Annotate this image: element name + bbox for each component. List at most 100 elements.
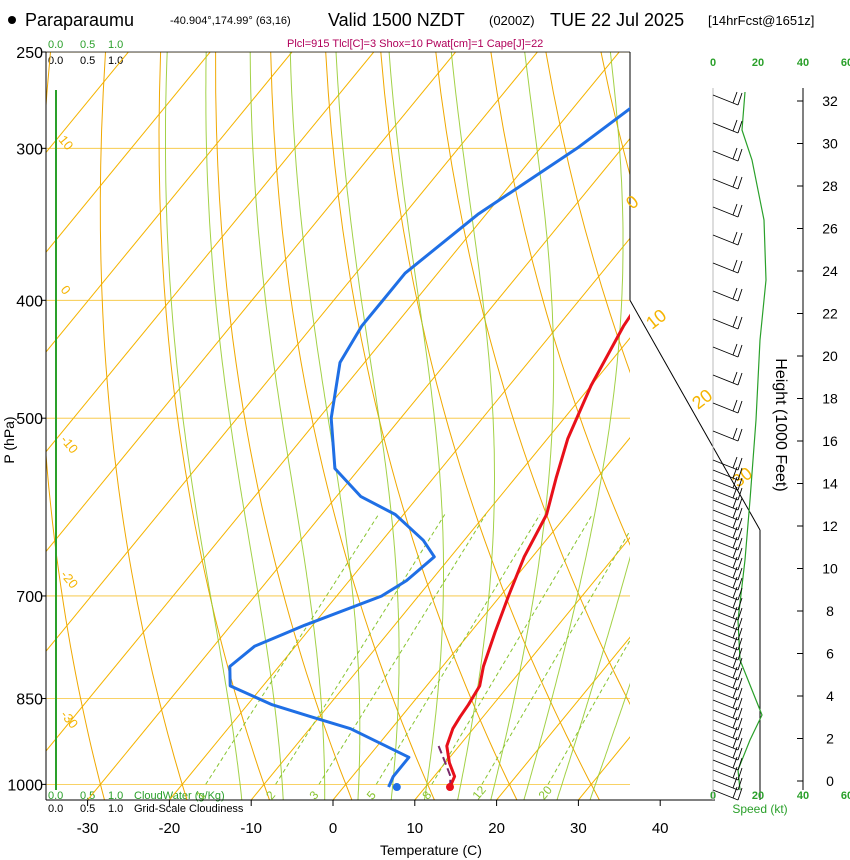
wind-speed-label: Speed (kt)	[732, 802, 787, 816]
mixing-ratio-label: 12	[470, 783, 490, 802]
wind-barb	[712, 576, 743, 591]
x-tick-label: -10	[240, 820, 262, 837]
moist-adiabat-line	[450, 52, 495, 800]
isotherm-label: 20	[688, 385, 716, 413]
moist-adiabat-line	[335, 52, 400, 800]
cloudwater-tick: 0.0	[48, 790, 63, 802]
height-tick-label: 10	[822, 561, 838, 577]
isotherm-line	[332, 437, 630, 800]
mixing-ratio-label: 20	[536, 783, 556, 802]
height-tick-label: 14	[822, 476, 838, 492]
height-tick-label: 8	[826, 603, 834, 619]
height-tick-label: 0	[826, 773, 834, 789]
moist-adiabat-line	[249, 52, 326, 800]
wind-barb	[712, 586, 743, 601]
wind-barb	[712, 486, 743, 501]
dry-adiabat-line	[600, 52, 630, 177]
wind-speed-tick: 20	[752, 790, 764, 802]
moist-adiabat-line	[490, 52, 555, 800]
moist-adiabat-line	[205, 52, 284, 800]
height-tick-label: 4	[826, 688, 834, 704]
height-tick-label: 16	[822, 433, 838, 449]
wind-barb	[712, 596, 743, 611]
wind-barb	[712, 231, 743, 246]
cloudiness-tick: 1.0	[108, 803, 123, 815]
mixing-ratio-line	[431, 514, 593, 785]
moist-adiabat-line	[523, 52, 624, 800]
height-tick-label: 18	[822, 391, 838, 407]
wind-speed-tick-top: 0	[710, 57, 716, 69]
background-grid	[46, 52, 630, 800]
wind-speed-tick-top: 60	[841, 57, 850, 69]
p-tick-label: 400	[16, 293, 43, 310]
wind-barb	[712, 287, 743, 302]
isotherm-line	[578, 736, 630, 800]
isotherm-line	[46, 52, 293, 353]
sounding-series	[228, 106, 630, 792]
wind-barb	[712, 466, 743, 481]
wind-barb	[712, 656, 743, 671]
isotherm-line	[46, 52, 211, 253]
wind-speed-tick: 60	[841, 790, 850, 802]
dry-adiabat-line	[435, 52, 630, 706]
wind-barb	[712, 536, 743, 551]
isotherm-line	[414, 536, 630, 800]
series-line-temperature	[445, 313, 630, 788]
x-tick-label: 20	[488, 820, 505, 837]
date: TUE 22 Jul 2025	[550, 10, 684, 30]
moist-adiabat-line	[289, 52, 361, 800]
wind-barb	[712, 119, 743, 134]
wind-barb	[712, 776, 743, 791]
wind-barb	[712, 616, 743, 631]
wind-barb	[712, 556, 743, 571]
mixing-ratio-line	[375, 514, 541, 785]
wind-barb	[712, 746, 743, 761]
cloudiness-label: Grid-Scale Cloudiness	[134, 803, 244, 815]
isotherm-label: -30	[58, 707, 82, 731]
isotherm-line	[46, 52, 375, 453]
isotherm-label: 0	[58, 282, 74, 297]
surface-temperature-dot	[445, 783, 454, 792]
p-tick-label: 300	[16, 141, 43, 158]
wind-barb	[712, 676, 743, 691]
wind-speed-tick: 40	[797, 790, 809, 802]
cloudwater-tick: 0.5	[80, 790, 95, 802]
x-tick-label: 30	[570, 820, 587, 837]
plot-frame	[45, 51, 761, 801]
height-tick-label: 22	[822, 306, 838, 322]
dry-adiabat-line	[380, 52, 600, 800]
dry-adiabat-line	[545, 52, 630, 374]
isotherm-label: -10	[58, 432, 82, 456]
isotherm-label: 0	[622, 191, 642, 213]
cloudiness-tick-top: 0.0	[48, 55, 63, 67]
wind-barb	[712, 147, 743, 162]
station-name: Paraparaumu	[25, 10, 134, 30]
dry-adiabat-line	[270, 52, 435, 800]
cloudiness-tick-top: 0.5	[80, 55, 95, 67]
wind-barb	[712, 786, 743, 801]
isotherm-line	[46, 52, 538, 653]
mixing-ratio-line	[318, 514, 487, 785]
wind-speed-tick-top: 20	[752, 57, 764, 69]
wind-barb	[712, 516, 743, 531]
utc-time: (0200Z)	[489, 13, 535, 28]
wind-barb	[712, 756, 743, 771]
height-axis-title: Height (1000 Feet)	[772, 358, 789, 491]
isotherm-line	[169, 237, 630, 800]
series-line-parcel	[437, 745, 452, 788]
cloudwater-tick-top: 1.0	[108, 39, 123, 51]
wind-barb	[712, 91, 743, 106]
p-tick-label: 1000	[7, 777, 43, 794]
height-tick-label: 20	[822, 348, 838, 364]
cloudwater-tick-top: 0.5	[80, 39, 95, 51]
station-coords: -40.904°,174.99° (63,16)	[170, 15, 291, 27]
wind-barb	[712, 766, 743, 781]
p-tick-label: 250	[16, 45, 43, 62]
isotherm-line	[87, 137, 630, 800]
height-tick-label: 24	[822, 263, 838, 279]
moist-adiabat-line	[589, 682, 630, 800]
wind-barb	[712, 606, 743, 621]
x-tick-label: 40	[652, 820, 669, 837]
wind-barb	[712, 726, 743, 741]
